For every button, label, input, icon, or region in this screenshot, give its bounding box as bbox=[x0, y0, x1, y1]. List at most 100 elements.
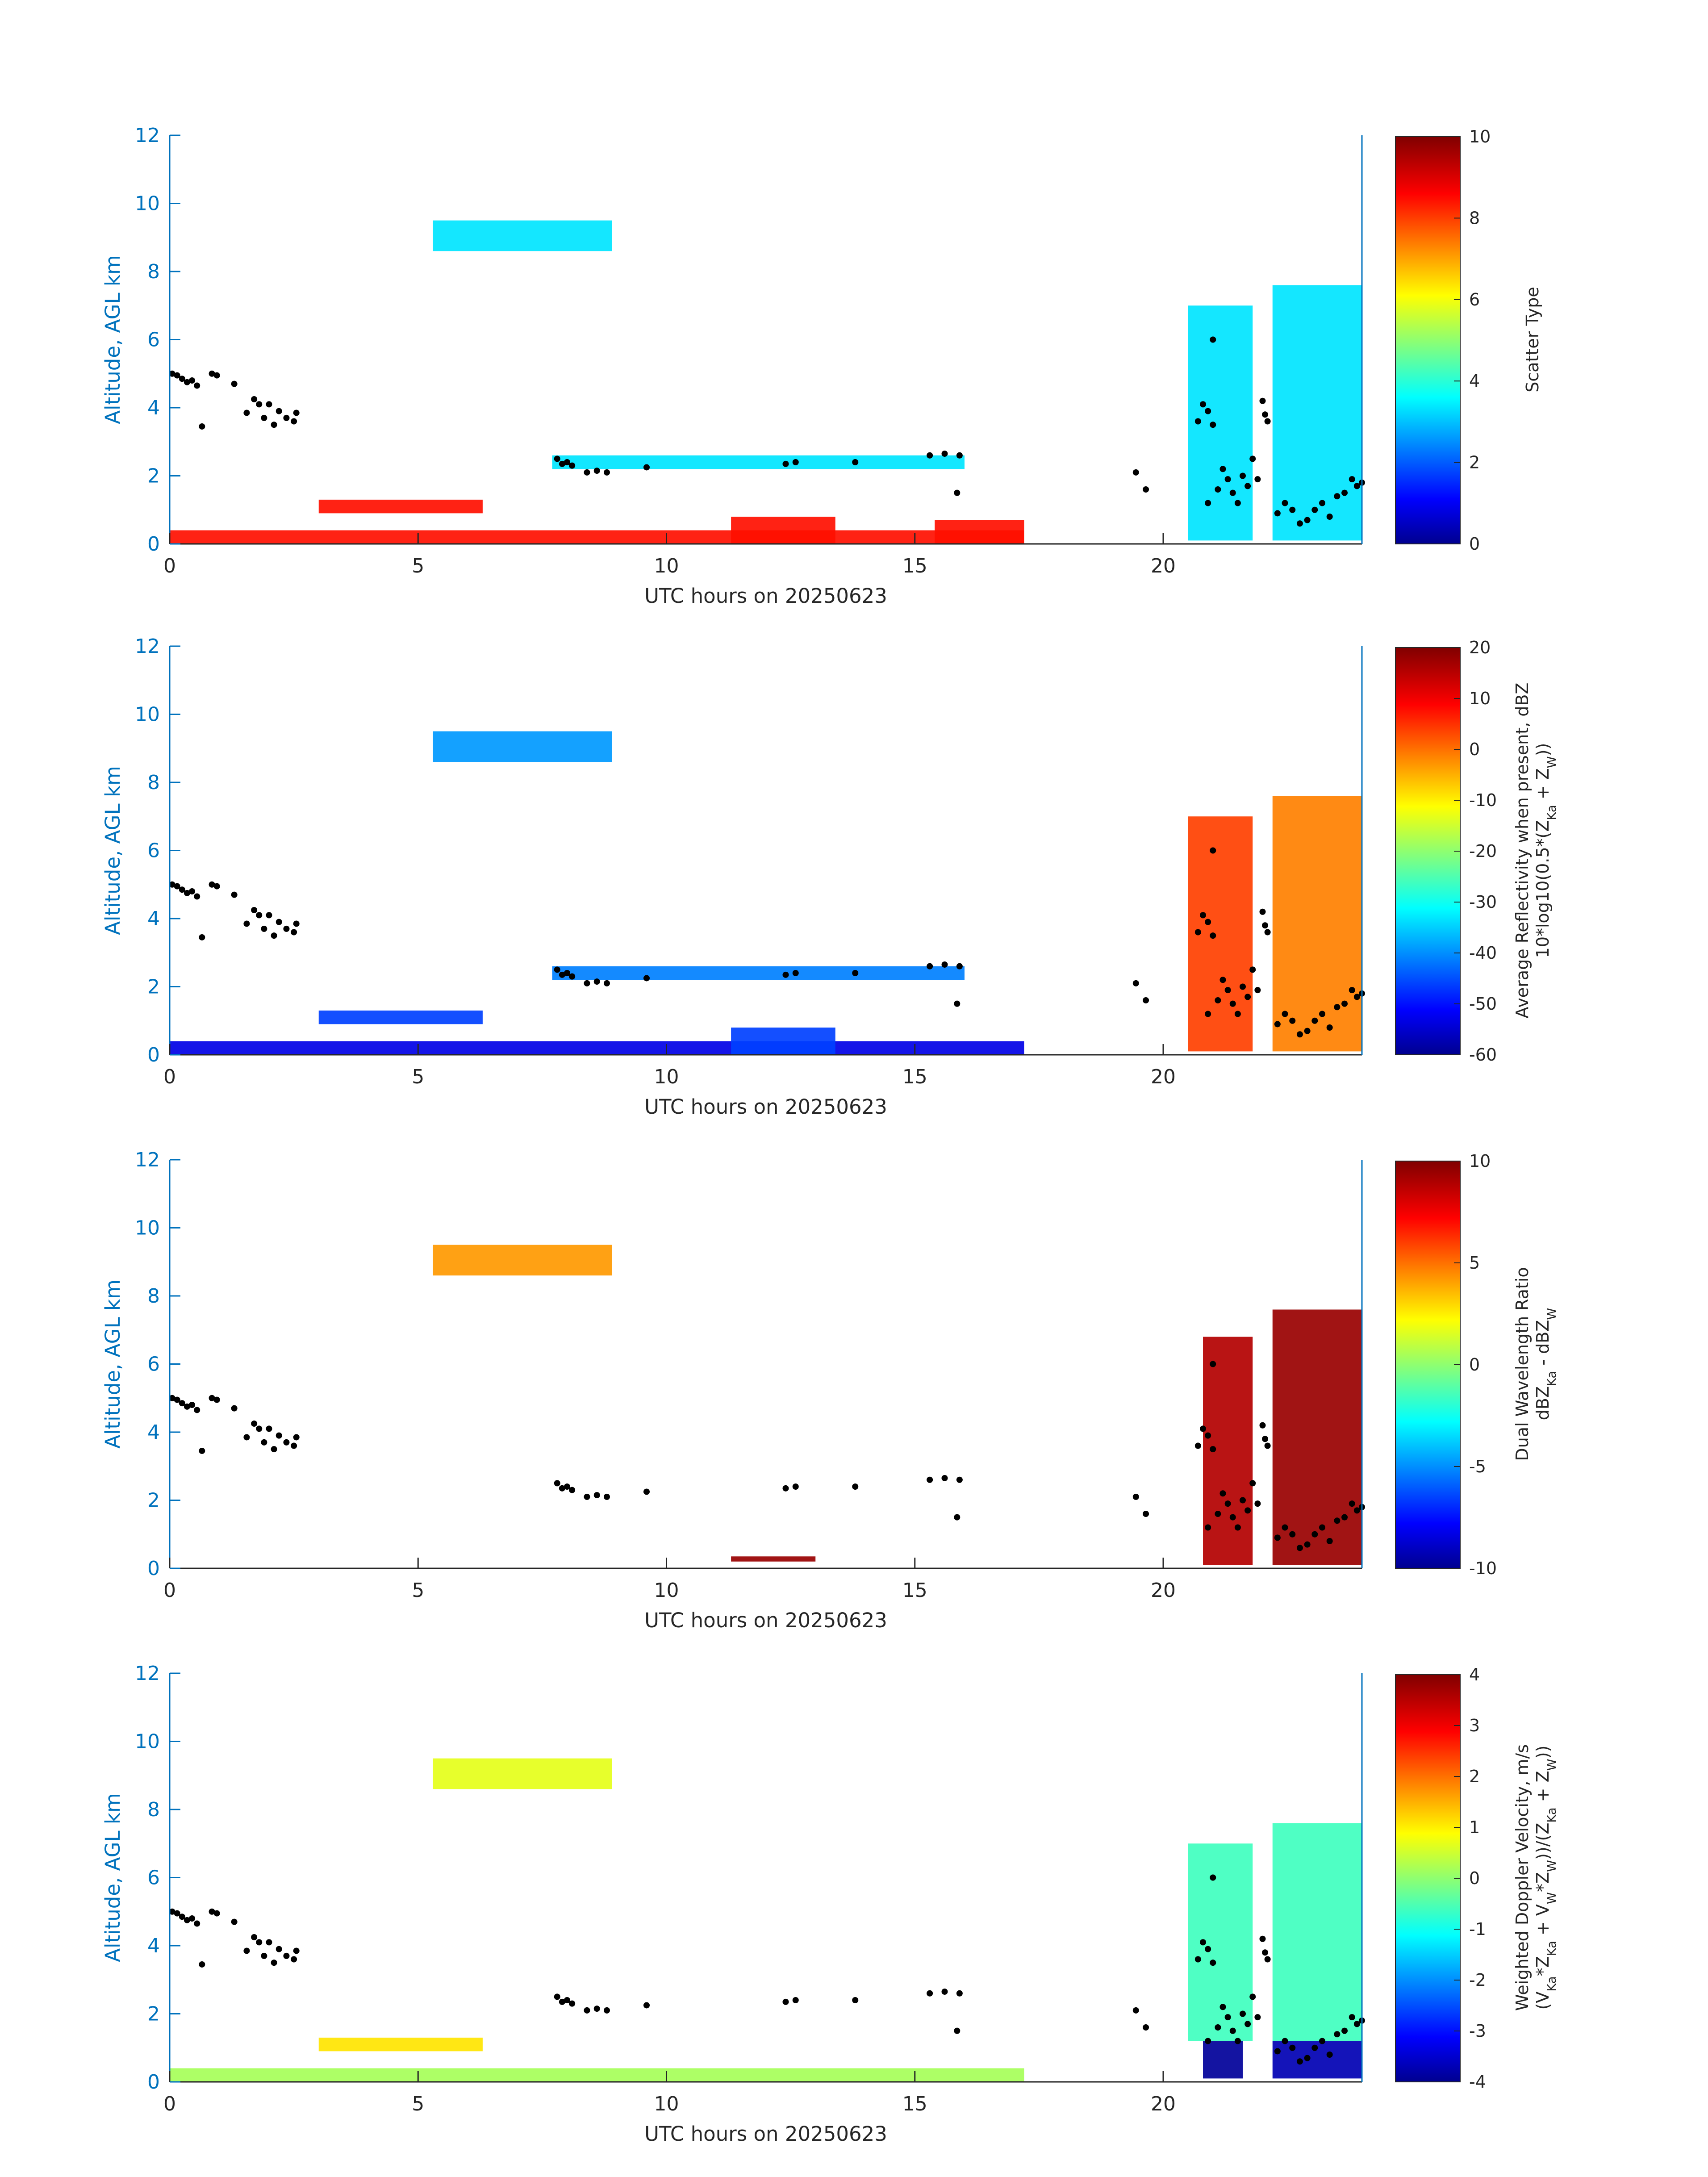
cloud-base-marker bbox=[1194, 1442, 1201, 1449]
echo-region-low-echo-morning bbox=[318, 499, 483, 514]
cloud-base-marker bbox=[1353, 1507, 1360, 1514]
cloud-base-marker bbox=[852, 459, 859, 465]
cloud-base-marker bbox=[1289, 1017, 1296, 1024]
echo-region-low-echo-morning bbox=[318, 2037, 483, 2052]
cloud-base-marker bbox=[584, 2007, 590, 2014]
cloud-base-marker bbox=[1219, 466, 1226, 472]
echo-region-near-surface-clutter bbox=[170, 1041, 1024, 1055]
y-tick-label: 2 bbox=[147, 2003, 160, 2026]
cloud-base-marker bbox=[782, 460, 789, 467]
cloud-base-marker bbox=[1349, 476, 1355, 483]
cloud-base-marker bbox=[169, 881, 175, 888]
echo-region-evening-cloud-a-rain bbox=[1203, 2041, 1243, 2079]
cloud-base-marker bbox=[1353, 483, 1360, 489]
cloud-base-marker bbox=[1229, 489, 1236, 496]
cloud-base-marker bbox=[927, 963, 933, 969]
cloud-base-marker bbox=[1311, 1531, 1318, 1538]
cloud-base-marker bbox=[276, 1432, 282, 1439]
cloud-base-marker bbox=[954, 1000, 960, 1007]
colorbar-label-line-1: Weighted Doppler Velocity, m/s bbox=[1512, 1744, 1532, 2011]
x-tick-label: 5 bbox=[412, 1579, 424, 1602]
cloud-base-marker bbox=[261, 1439, 267, 1446]
cloud-base-marker bbox=[169, 370, 175, 377]
cloud-base-marker bbox=[1132, 2007, 1139, 2014]
cloud-base-marker bbox=[1215, 2024, 1221, 2031]
cloud-base-marker bbox=[1304, 1541, 1311, 1548]
cloud-base-marker bbox=[174, 883, 180, 890]
y-tick-label: 10 bbox=[135, 1730, 160, 1753]
cloud-base-marker bbox=[1254, 987, 1261, 994]
echo-region-evening-cloud-b bbox=[1272, 1309, 1362, 1565]
cloud-base-marker bbox=[1224, 1500, 1231, 1507]
cloud-base-marker bbox=[174, 372, 180, 379]
cloud-base-marker bbox=[782, 971, 789, 978]
x-tick-label: 10 bbox=[654, 2093, 679, 2115]
cloud-base-marker bbox=[1296, 520, 1303, 527]
x-tick-label: 5 bbox=[412, 2093, 424, 2115]
cloud-base-marker bbox=[1234, 1524, 1241, 1531]
cloud-base-marker bbox=[256, 401, 263, 408]
colorbar-tick-label: 20 bbox=[1469, 638, 1491, 657]
x-tick-label: 5 bbox=[412, 555, 424, 577]
cloud-base-marker bbox=[243, 1947, 250, 1954]
echo-region-low-echo-afternoon bbox=[935, 520, 1024, 544]
cloud-base-marker bbox=[1205, 1524, 1211, 1531]
cloud-base-marker bbox=[1259, 908, 1266, 915]
cloud-base-marker bbox=[169, 1908, 175, 1915]
cloud-base-marker bbox=[927, 1990, 933, 1997]
cloud-base-marker bbox=[1334, 493, 1341, 500]
colorbar-tick-label: -30 bbox=[1469, 892, 1497, 912]
cloud-base-marker bbox=[1289, 1531, 1296, 1538]
cloud-base-marker bbox=[1282, 500, 1288, 506]
cloud-base-marker bbox=[1205, 1011, 1211, 1017]
cloud-base-marker bbox=[1264, 1956, 1271, 1963]
cloud-base-marker bbox=[1143, 486, 1149, 493]
cloud-base-marker bbox=[1194, 1956, 1201, 1963]
cloud-base-marker bbox=[213, 1396, 220, 1403]
cloud-base-marker bbox=[189, 1915, 196, 1922]
colorbar-tick-label: -5 bbox=[1469, 1457, 1486, 1476]
cloud-base-marker bbox=[956, 963, 963, 969]
cloud-base-marker bbox=[927, 1476, 933, 1483]
cloud-base-marker bbox=[1210, 1874, 1216, 1881]
cloud-base-marker bbox=[1244, 1507, 1251, 1514]
cloud-base-marker bbox=[559, 1485, 565, 1492]
colorbar-tick-label: -10 bbox=[1469, 1559, 1497, 1578]
cloud-base-marker bbox=[179, 376, 185, 382]
colorbar-tick-label: 1 bbox=[1469, 1818, 1480, 1837]
cloud-base-marker bbox=[261, 414, 267, 421]
cloud-base-marker bbox=[1289, 2044, 1296, 2051]
cloud-base-marker bbox=[954, 1514, 960, 1521]
colorbar-tick-label: -3 bbox=[1469, 2021, 1486, 2041]
x-tick-label: 20 bbox=[1151, 555, 1176, 577]
cloud-base-marker bbox=[927, 452, 933, 459]
cloud-base-marker bbox=[1244, 2021, 1251, 2027]
cloud-base-marker bbox=[283, 1952, 290, 1959]
colorbar-label-line-1: Scatter Type bbox=[1523, 287, 1542, 392]
cloud-base-marker bbox=[283, 414, 290, 421]
cloud-base-marker bbox=[293, 1947, 300, 1954]
cloud-base-marker bbox=[189, 1402, 196, 1408]
colorbar-tick-label: -50 bbox=[1469, 994, 1497, 1014]
cloud-base-marker bbox=[1210, 932, 1216, 939]
cloud-base-marker bbox=[1205, 919, 1211, 925]
cloud-base-marker bbox=[792, 1997, 799, 2003]
colorbar-tick-label: 0 bbox=[1469, 1868, 1480, 1888]
cloud-base-marker bbox=[1349, 2014, 1355, 2021]
cloud-base-marker bbox=[1326, 1538, 1333, 1544]
cloud-base-marker bbox=[1249, 1480, 1256, 1487]
cloud-base-marker bbox=[1262, 1436, 1269, 1442]
cloud-base-marker bbox=[604, 2007, 610, 2014]
cloud-base-marker bbox=[593, 468, 600, 474]
cloud-base-marker bbox=[1143, 997, 1149, 1003]
cloud-base-marker bbox=[283, 925, 290, 932]
cloud-base-marker bbox=[261, 925, 267, 932]
cloud-base-marker bbox=[643, 1488, 650, 1495]
cloud-base-marker bbox=[1264, 418, 1271, 425]
cloud-base-marker bbox=[199, 1447, 205, 1454]
cloud-base-marker bbox=[1259, 1935, 1266, 1942]
cloud-base-marker bbox=[954, 2027, 960, 2034]
cloud-base-marker bbox=[1353, 2021, 1360, 2027]
colorbar-tick-label: 0 bbox=[1469, 534, 1480, 554]
colorbar-tick-label: 4 bbox=[1469, 371, 1480, 391]
